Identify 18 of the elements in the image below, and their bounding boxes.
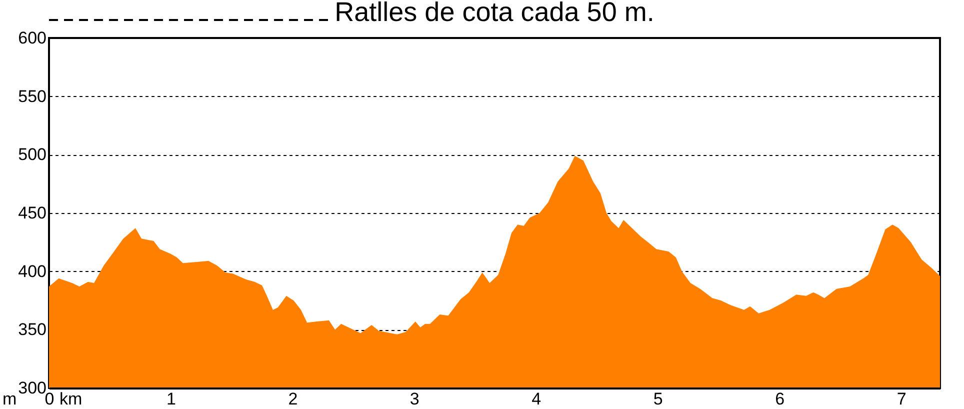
x-tick-label: 5 xyxy=(653,390,663,408)
x-tick-label: 6 xyxy=(775,390,785,408)
y-axis-title: m xyxy=(2,390,17,408)
x-tick-label: 0 xyxy=(44,390,54,408)
y-tick-label: 550 xyxy=(18,86,46,106)
x-tick-label: 4 xyxy=(532,390,542,408)
chart-title: Ratlles de cota cada 50 m. xyxy=(334,0,654,27)
y-tick-label: 400 xyxy=(18,262,46,281)
x-tick-label: 1 xyxy=(166,390,176,408)
y-tick-label: 500 xyxy=(18,145,46,164)
y-tick-label: 300 xyxy=(18,378,46,398)
y-tick-label: 600 xyxy=(18,28,46,48)
x-tick-label: 7 xyxy=(896,390,906,408)
x-tick-label: 3 xyxy=(410,390,420,408)
y-tick-label: 450 xyxy=(18,204,46,222)
y-tick-label: 350 xyxy=(18,320,46,340)
x-tick-label: 2 xyxy=(288,390,298,408)
x-axis-title: km xyxy=(60,390,82,408)
